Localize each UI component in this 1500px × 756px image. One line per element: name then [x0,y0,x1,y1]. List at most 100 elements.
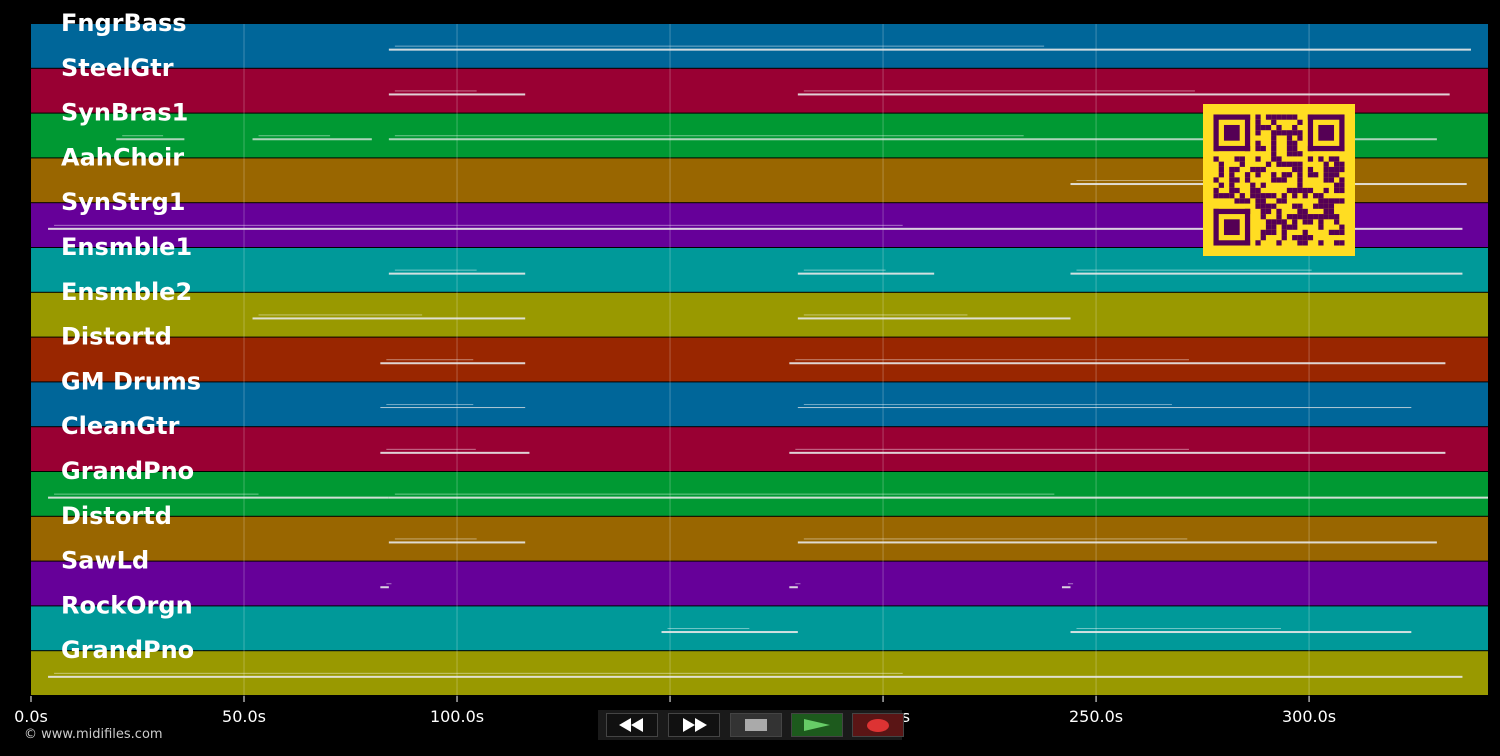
note-detail-5-2 [1076,269,1312,271]
track-lane-0 [31,24,1488,68]
note-segment-12-2 [1061,586,1071,589]
note-segment-2-0 [116,138,185,141]
note-segment-1-1 [797,93,1450,96]
note-segment-7-1 [789,362,1446,365]
note-detail-5-1 [803,269,886,271]
note-detail-2-0 [122,135,164,137]
note-segment-11-0 [388,541,526,544]
note-segment-14-0 [48,675,1463,678]
note-detail-3-0 [1076,180,1315,182]
x-tick-label-2: 100.0s [430,707,484,726]
transport-controls [598,710,904,740]
track-lane-12 [31,561,1488,606]
note-segment-5-1 [797,272,935,275]
note-detail-1-1 [803,90,1195,92]
track-lane-6 [31,292,1488,337]
note-segment-1-0 [388,93,526,96]
qr-code-image [1203,104,1355,256]
note-segment-7-0 [380,362,526,365]
track-label-12: SawLd [61,547,149,575]
note-detail-12-2 [1067,583,1074,585]
note-detail-4-0 [54,224,903,226]
note-detail-14-0 [54,672,903,674]
note-detail-12-0 [386,583,392,585]
track-lane-13 [31,606,1488,651]
track-label-2: SynBras1 [61,99,188,127]
note-segment-9-1 [789,451,1446,454]
note-segment-8-0 [380,407,526,409]
play-button[interactable] [791,713,843,737]
track-label-13: RockOrgn [61,591,193,619]
note-detail-11-0 [394,538,477,540]
track-label-4: SynStrg1 [61,188,186,216]
fast-forward-button[interactable] [668,713,720,737]
record-icon [867,718,889,732]
note-detail-13-0 [667,628,750,630]
note-segment-8-1 [797,407,1412,409]
record-button[interactable] [852,713,904,737]
note-detail-5-0 [394,269,477,271]
track-label-7: Distortd [61,323,172,351]
track-label-6: Ensmble2 [61,278,192,306]
copyright-text: © www.midifiles.com [24,727,163,742]
x-tick-label-5: 250.0s [1069,707,1123,726]
note-segment-6-1 [797,317,1071,320]
track-label-0: FngrBass [61,9,187,37]
note-detail-6-0 [258,314,423,316]
note-detail-7-0 [386,359,474,361]
note-segment-2-2 [388,138,1437,141]
note-detail-9-0 [386,448,476,450]
note-segment-10-1 [388,496,1489,499]
x-tick-label-1: 50.0s [222,707,266,726]
note-segment-9-0 [380,451,530,454]
note-detail-8-1 [803,404,1172,406]
track-lane-14 [31,651,1488,695]
track-label-1: SteelGtr [61,54,174,82]
track-lane-11 [31,516,1488,561]
fast-forward-icon [683,718,707,732]
note-segment-0-0 [388,48,1471,51]
note-segment-13-1 [1070,631,1412,634]
track-label-10: GrandPno [61,457,194,485]
track-lane-8 [31,382,1488,427]
note-detail-11-1 [803,538,1188,540]
note-detail-1-0 [394,90,477,92]
note-detail-2-2 [394,135,1024,137]
track-label-14: GrandPno [61,636,194,664]
note-detail-10-0 [54,493,259,495]
note-segment-5-2 [1070,272,1463,275]
note-detail-9-1 [795,448,1189,450]
note-segment-2-1 [252,138,372,141]
note-detail-0-0 [394,45,1045,47]
note-segment-13-0 [661,631,798,634]
track-lane-9 [31,427,1488,471]
track-lane-7 [31,337,1488,382]
note-segment-4-0 [48,227,1463,230]
stop-icon [745,719,767,731]
note-segment-5-0 [388,272,526,275]
play-icon [804,719,830,731]
note-detail-6-1 [803,314,968,316]
x-tick-label-0: 0.0s [14,707,48,726]
x-tick-label-6: 300.0s [1282,707,1336,726]
note-detail-12-1 [795,583,801,585]
track-label-9: CleanGtr [61,412,180,440]
track-lane-10 [31,472,1488,516]
note-detail-13-1 [1076,628,1281,630]
note-detail-10-1 [394,493,1055,495]
note-detail-7-1 [795,359,1189,361]
track-label-8: GM Drums [61,367,201,395]
note-segment-6-0 [252,317,526,320]
stop-button[interactable] [730,713,782,737]
note-segment-10-0 [48,496,389,499]
note-segment-12-1 [789,586,798,589]
track-label-5: Ensmble1 [61,233,192,261]
rewind-icon [619,718,643,732]
note-segment-12-0 [380,586,389,589]
note-detail-2-1 [258,135,331,137]
note-segment-11-1 [797,541,1437,544]
rewind-button[interactable] [606,713,658,737]
track-label-11: Distortd [61,502,172,530]
track-label-3: AahChoir [61,143,184,171]
note-detail-8-0 [386,404,474,406]
